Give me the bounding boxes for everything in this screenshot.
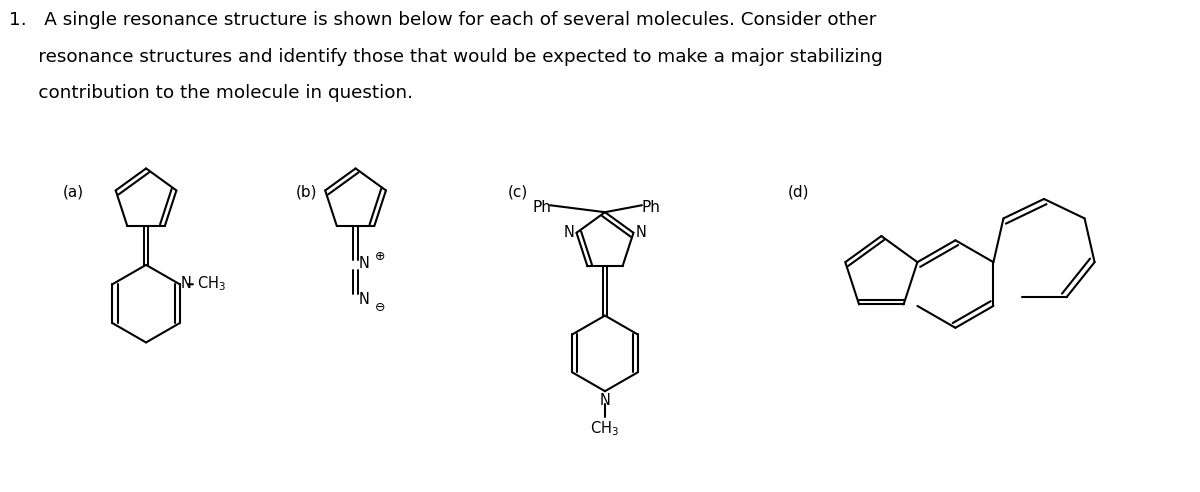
Text: Ph: Ph [642,200,661,215]
Text: ⊕: ⊕ [374,250,385,263]
Text: CH$_3$: CH$_3$ [197,274,226,293]
Text: Ph: Ph [532,200,551,215]
Text: N: N [359,256,370,272]
Text: N: N [359,292,370,307]
Text: N: N [181,276,192,291]
Text: (d): (d) [787,184,809,199]
Text: (b): (b) [295,184,317,199]
Text: N: N [564,225,575,240]
Text: N: N [600,393,611,408]
Text: contribution to the molecule in question.: contribution to the molecule in question… [10,84,413,102]
Text: resonance structures and identify those that would be expected to make a major s: resonance structures and identify those … [10,48,883,65]
Text: CH$_3$: CH$_3$ [590,419,619,438]
Text: (a): (a) [64,184,84,199]
Text: (c): (c) [509,184,528,199]
Text: 1.   A single resonance structure is shown below for each of several molecules. : 1. A single resonance structure is shown… [10,11,877,30]
Text: ⊖: ⊖ [374,301,385,314]
Text: N: N [636,225,647,240]
